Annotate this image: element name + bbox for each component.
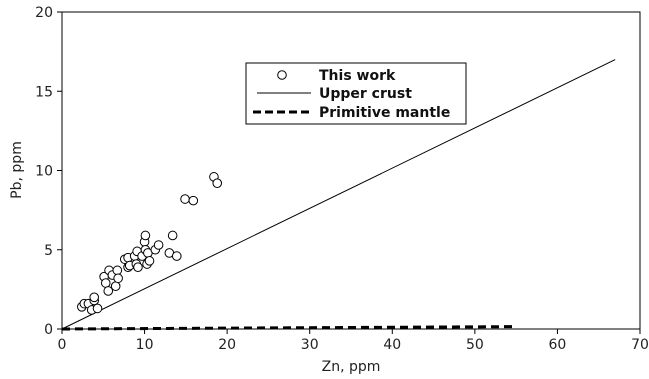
y-tick-label: 20 — [35, 5, 53, 21]
legend-label-this-work: This work — [319, 68, 396, 84]
data-point — [180, 194, 190, 204]
axis-layer: 0 10 20 30 40 50 60 70 0 5 10 15 20 — [35, 5, 649, 353]
x-tick-label: 50 — [466, 337, 484, 353]
plot-frame — [61, 11, 641, 330]
x-axis-title: Zn, ppm — [322, 359, 381, 375]
primitive-mantle-line — [61, 325, 517, 331]
data-point — [140, 230, 151, 241]
data-point — [112, 265, 123, 276]
x-tick-label: 20 — [218, 337, 236, 353]
x-tick-label: 70 — [631, 337, 649, 353]
data-point — [89, 292, 100, 303]
y-tick-label: 10 — [35, 164, 53, 180]
data-point — [144, 256, 155, 266]
y-tick-label: 0 — [44, 322, 53, 338]
data-point — [113, 273, 123, 284]
data-point — [110, 281, 121, 292]
legend: This work Upper crust Primitive mantle — [245, 62, 467, 125]
data-point — [92, 303, 103, 314]
legend-label-upper-crust: Upper crust — [319, 86, 412, 102]
data-point — [100, 278, 111, 288]
x-tick-label: 0 — [58, 337, 67, 353]
x-tick-label: 40 — [383, 337, 401, 353]
data-point — [212, 178, 223, 188]
series-layer — [61, 59, 616, 331]
x-tick-label: 30 — [301, 337, 319, 353]
x-tick-label: 10 — [136, 337, 154, 353]
data-point — [103, 286, 114, 296]
data-point — [188, 195, 199, 206]
y-axis-title: Pb, ppm — [9, 141, 25, 199]
legend-marker-this-work — [277, 70, 287, 80]
legend-label-primitive-mantle: Primitive mantle — [319, 105, 450, 121]
upper-crust-line — [61, 59, 616, 330]
data-point — [133, 262, 143, 272]
y-tick-label: 15 — [35, 84, 53, 100]
data-point — [167, 230, 178, 241]
data-point — [171, 251, 182, 261]
x-tick-label: 60 — [549, 337, 567, 353]
y-tick-label: 5 — [44, 243, 53, 259]
data-point — [153, 240, 164, 250]
